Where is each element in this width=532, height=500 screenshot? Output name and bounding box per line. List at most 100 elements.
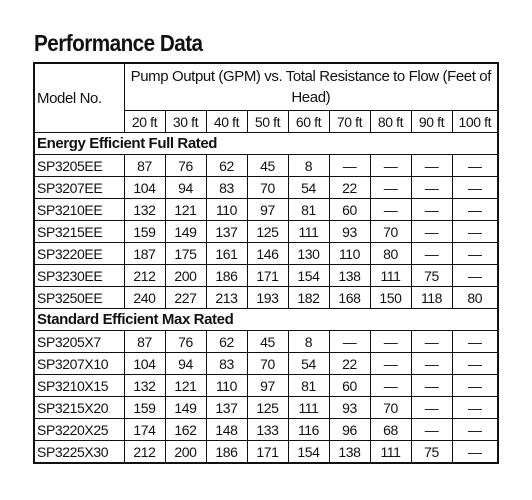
value-cell: —: [410, 352, 453, 375]
value-cell: 45: [246, 330, 289, 353]
column-header: 40 ft: [205, 110, 248, 133]
data-row: SP3230EE 212 200 186 171 154 138 111 75—: [33, 264, 499, 287]
value-cell: —: [410, 220, 453, 243]
value-cell: —: [451, 374, 499, 397]
value-cell: 83: [205, 352, 248, 375]
value-cell: —: [451, 418, 499, 441]
column-header: 60 ft: [287, 110, 330, 133]
value-cell: 132: [123, 198, 166, 221]
value-cell: 70: [369, 220, 412, 243]
value-cell: 22: [328, 352, 371, 375]
value-cell: 110: [205, 374, 248, 397]
value-cell: —: [451, 154, 499, 177]
value-cell: 75: [410, 264, 453, 287]
value-cell: 104: [123, 352, 166, 375]
value-cell: 212: [123, 264, 166, 287]
value-cell: 171: [246, 264, 289, 287]
value-cell: 174: [123, 418, 166, 441]
value-cell: 200: [164, 440, 207, 464]
value-cell: 70: [369, 396, 412, 419]
value-cell: 186: [205, 264, 248, 287]
value-cell: 200: [164, 264, 207, 287]
value-cell: 159: [123, 220, 166, 243]
section-row: Standard Efficient Max Rated: [33, 308, 499, 331]
value-cell: 97: [246, 374, 289, 397]
value-cell: 149: [164, 396, 207, 419]
value-cell: 94: [164, 352, 207, 375]
model-header: Model No.: [33, 62, 125, 133]
value-cell: —: [369, 330, 412, 353]
value-cell: 175: [164, 242, 207, 265]
table-body: Energy Efficient Full Rated SP3205EE 87 76 6…: [33, 132, 499, 464]
value-cell: 87: [123, 330, 166, 353]
value-cell: —: [451, 396, 499, 419]
value-cell: 76: [164, 330, 207, 353]
value-cell: 111: [369, 264, 412, 287]
data-row: SP3207X10 104 94 83 70 54 22— — —: [33, 352, 499, 375]
value-cell: 121: [164, 198, 207, 221]
header-row: Model No. Pump Output (GPM) vs. Total Re…: [33, 62, 499, 133]
value-cell: 76: [164, 154, 207, 177]
value-cell: 162: [164, 418, 207, 441]
value-cell: 111: [287, 396, 330, 419]
column-header: 30 ft: [164, 110, 207, 133]
value-cell: 87: [123, 154, 166, 177]
value-cell: 81: [287, 374, 330, 397]
value-cell: 62: [205, 330, 248, 353]
column-header: 80 ft: [369, 110, 412, 133]
model-cell: SP3205EE: [33, 154, 125, 177]
value-cell: —: [451, 198, 499, 221]
value-cell: —: [410, 242, 453, 265]
data-row: SP3215X20 159 149 137 125 111 93 70— —: [33, 396, 499, 419]
value-cell: 110: [328, 242, 371, 265]
value-cell: 138: [328, 264, 371, 287]
value-cell: —: [451, 176, 499, 199]
value-cell: —: [369, 352, 412, 375]
value-cell: 80: [369, 242, 412, 265]
column-header: 90 ft: [410, 110, 453, 133]
model-cell: SP3207X10: [33, 352, 125, 375]
value-cell: 133: [246, 418, 289, 441]
value-cell: 54: [287, 176, 330, 199]
value-cell: 68: [369, 418, 412, 441]
value-cell: 60: [328, 198, 371, 221]
value-cell: 62: [205, 154, 248, 177]
value-cell: 193: [246, 286, 289, 309]
section-title: Standard Efficient Max Rated: [33, 308, 499, 331]
value-cell: 121: [164, 374, 207, 397]
value-cell: 138: [328, 440, 371, 464]
section-row: Energy Efficient Full Rated: [33, 132, 499, 155]
value-cell: 137: [205, 396, 248, 419]
value-cell: —: [410, 396, 453, 419]
value-cell: 81: [287, 198, 330, 221]
value-cell: —: [369, 198, 412, 221]
model-cell: SP3250EE: [33, 286, 125, 309]
value-cell: 171: [246, 440, 289, 464]
value-cell: 182: [287, 286, 330, 309]
value-cell: —: [410, 198, 453, 221]
section-title: Energy Efficient Full Rated: [33, 132, 499, 155]
value-cell: 227: [164, 286, 207, 309]
value-cell: 130: [287, 242, 330, 265]
value-cell: 83: [205, 176, 248, 199]
model-cell: SP3220X25: [33, 418, 125, 441]
value-cell: —: [451, 242, 499, 265]
title: Performance Data: [34, 30, 203, 56]
value-cell: 154: [287, 440, 330, 464]
value-cell: —: [451, 220, 499, 243]
value-cell: —: [410, 176, 453, 199]
value-cell: 137: [205, 220, 248, 243]
value-cell: —: [328, 330, 371, 353]
model-cell: SP3225X30: [33, 440, 125, 464]
value-cell: 187: [123, 242, 166, 265]
data-row: SP3205EE 87 76 62 45 8— — — —: [33, 154, 499, 177]
column-header: 70 ft: [328, 110, 371, 133]
value-cell: 96: [328, 418, 371, 441]
value-cell: —: [369, 154, 412, 177]
value-cell: 150: [369, 286, 412, 309]
data-row: SP3220X25 174 162 148 133 116 96 68— —: [33, 418, 499, 441]
value-cell: —: [451, 264, 499, 287]
value-cell: —: [410, 330, 453, 353]
value-cell: 93: [328, 396, 371, 419]
value-cell: 54: [287, 352, 330, 375]
